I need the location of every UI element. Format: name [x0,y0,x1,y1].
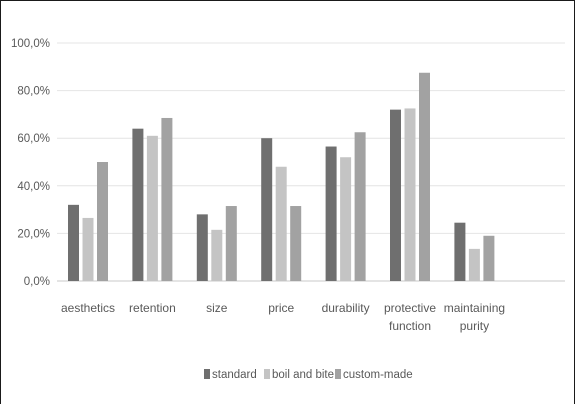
bar-boil-and-bite-6 [468,248,480,281]
legend-label: boil and bite [272,369,334,381]
y-tick-label: 20,0% [17,228,50,240]
y-axis-ticks: 0,0% 20,0% 40,0% 60,0% 80,0% 100,0% [11,38,50,288]
bar-boil-and-bite-1 [146,135,158,281]
x-category-label-line: function [389,319,431,333]
bar-standard-2 [196,214,208,281]
legend-item-custom-made: custom-made [335,369,413,381]
x-category-label-line: price [268,301,294,315]
legend-item-boil-and-bite: boil and bite [264,369,334,381]
bar-custom-made-5 [419,72,430,281]
bar-boil-and-bite-5 [404,108,416,281]
bar-standard-5 [390,109,401,281]
y-tick-label: 80,0% [17,86,50,98]
x-category-label-line: protective [384,301,436,315]
legend-label: standard [212,369,257,381]
x-category-label: durability [322,301,370,315]
bar-boil-and-bite-4 [340,157,352,281]
legend-label: custom-made [343,369,413,381]
legend-swatch [335,369,341,379]
x-category-label-line: purity [460,319,489,333]
bar-standard-0 [68,204,79,281]
x-category-label-line: aesthetics [61,301,115,315]
x-category-label-line: size [206,301,228,315]
y-tick-label: 0,0% [24,276,50,288]
bar-standard-4 [325,146,337,281]
legend-swatch [264,369,270,379]
x-category-label: protective function [384,301,436,333]
y-tick-label: 40,0% [17,181,50,193]
bar-custom-made-1 [161,117,173,281]
y-tick-label: 100,0% [11,38,50,50]
bar-custom-made-0 [97,162,108,281]
y-tick-label: 60,0% [17,133,50,145]
bar-standard-6 [454,222,466,281]
x-category-label-line: maintaining [444,301,505,315]
x-category-label-line: durability [322,301,370,315]
x-category-label: price [268,301,294,315]
legend-item-standard: standard [204,369,257,381]
bars [68,72,495,281]
bar-boil-and-bite-0 [82,217,94,281]
bar-boil-and-bite-3 [275,166,287,281]
legend-swatch [204,369,210,379]
bar-boil-and-bite-2 [211,229,223,281]
x-category-label: retention [129,301,176,315]
bar-custom-made-6 [483,235,495,281]
bar-standard-1 [132,128,144,281]
x-category-label-line: retention [129,301,176,315]
bar-custom-made-4 [354,132,366,281]
x-category-label: size [206,301,228,315]
bar-custom-made-3 [290,206,302,281]
legend: standard boil and bite custom-made [204,369,413,381]
bar-custom-made-2 [225,206,237,281]
bar-standard-3 [261,138,273,281]
x-category-label: maintaining purity [444,301,505,333]
x-category-label: aesthetics [61,301,115,315]
x-axis-labels: aesthetics retention size price durability pr… [61,301,505,333]
